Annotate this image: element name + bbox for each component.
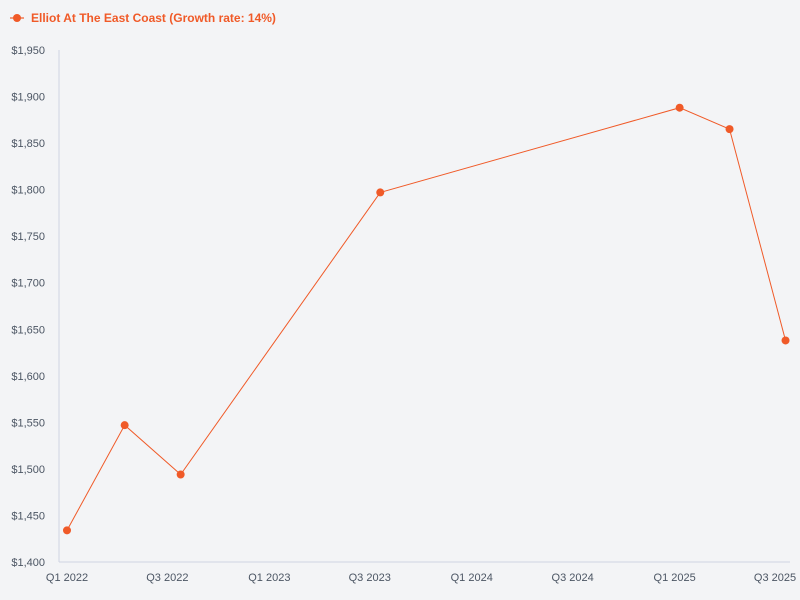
data-point[interactable]	[120, 421, 129, 430]
y-tick-label: $1,500	[11, 464, 45, 476]
legend[interactable]: Elliot At The East Coast (Growth rate: 1…	[10, 11, 276, 25]
y-tick-label: $1,600	[11, 371, 45, 383]
data-point[interactable]	[63, 526, 71, 535]
y-tick-label: $1,650	[11, 324, 45, 336]
x-tick-label: Q3 2025	[754, 572, 796, 584]
legend-label: Elliot At The East Coast (Growth rate: 1…	[31, 11, 276, 25]
series-group	[63, 103, 790, 535]
y-tick-label: $1,950	[11, 45, 45, 57]
legend-dot-marker	[13, 14, 21, 22]
y-tick-label: $1,900	[11, 92, 45, 104]
y-tick-label: $1,800	[11, 185, 45, 197]
y-tick-label: $1,750	[11, 231, 45, 243]
y-tick-label: $1,400	[11, 557, 45, 569]
series-line	[66, 107, 787, 531]
x-tick-label: Q1 2024	[451, 572, 493, 584]
x-tick-label: Q1 2023	[248, 572, 290, 584]
data-point[interactable]	[781, 336, 790, 345]
data-point[interactable]	[725, 125, 734, 134]
data-point[interactable]	[176, 470, 185, 479]
x-tick-label: Q1 2022	[46, 572, 88, 584]
x-tick-label: Q3 2022	[146, 572, 188, 584]
data-point[interactable]	[376, 188, 385, 197]
y-tick-label: $1,550	[11, 417, 45, 429]
y-tick-label: $1,450	[11, 510, 45, 522]
y-tick-label: $1,700	[11, 278, 45, 290]
x-tick-label: Q1 2025	[654, 572, 696, 584]
x-tick-label: Q3 2023	[349, 572, 391, 584]
x-tick-label: Q3 2024	[552, 572, 594, 584]
data-point[interactable]	[675, 103, 684, 112]
y-tick-label: $1,850	[11, 138, 45, 150]
y-axis-ticks: $1,400 $1,450 $1,500 $1,550 $1,600 $1,650 $1,7…	[11, 45, 45, 569]
x-axis-ticks: Q1 2022 Q3 2022 Q1 2023 Q3 2023 Q1 2024 Q3 20…	[46, 572, 796, 584]
